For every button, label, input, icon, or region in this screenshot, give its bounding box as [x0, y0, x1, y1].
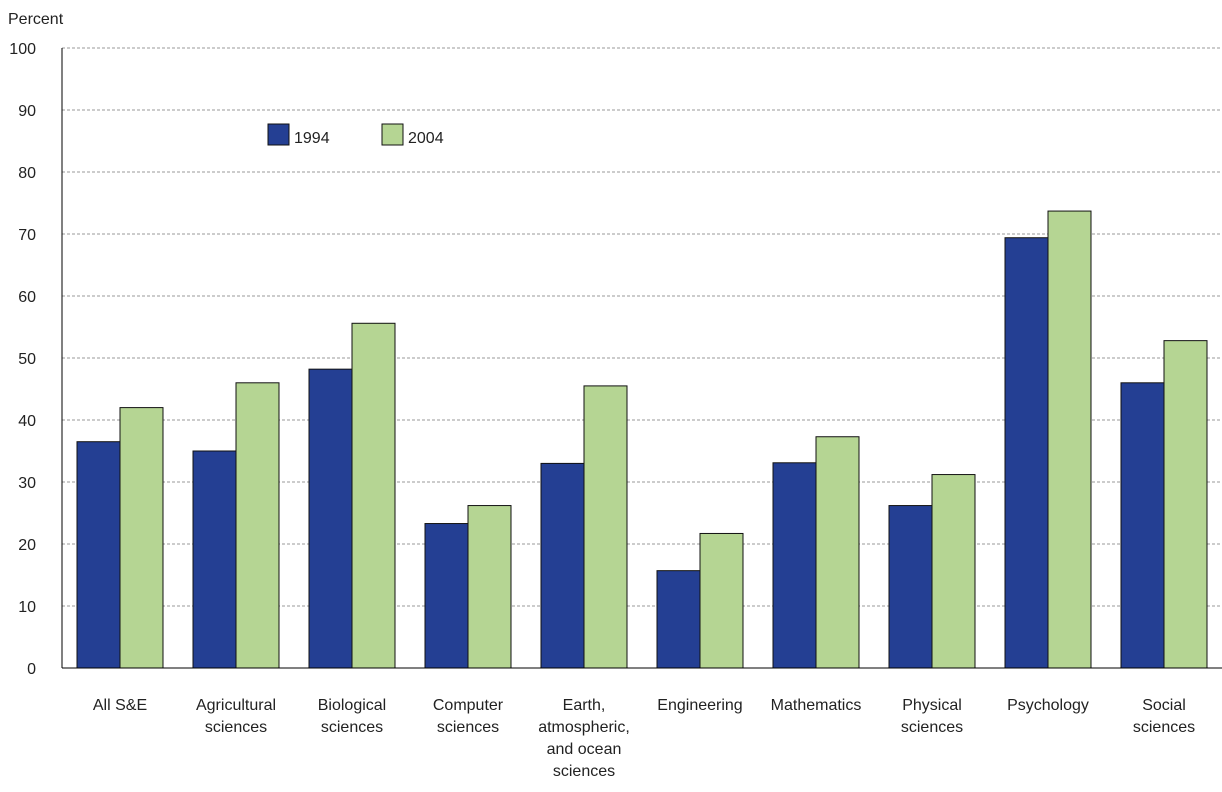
bar-1994 — [308, 368, 353, 669]
y-tick-label: 20 — [18, 537, 36, 554]
bar-1994 — [772, 462, 817, 669]
bar-1994 — [888, 505, 933, 669]
bar-1994 — [1120, 382, 1165, 669]
y-tick-label: 10 — [18, 599, 36, 616]
legend-swatch-1994 — [267, 123, 290, 146]
legend: 1994 2004 — [267, 123, 444, 147]
category-labels: All S&E Agricultural sciences Biological sci… — [93, 697, 1195, 780]
category-label: Psychology — [1007, 697, 1089, 714]
axes — [61, 48, 1222, 669]
y-tick-label: 30 — [18, 475, 36, 492]
bar-2004 — [815, 436, 860, 669]
bar-2004 — [1163, 340, 1208, 669]
bar-2004 — [235, 382, 280, 669]
bar-2004 — [119, 407, 164, 669]
bar-1994 — [1004, 237, 1049, 669]
legend-label-2004: 2004 — [408, 130, 444, 147]
bar-1994 — [540, 462, 585, 669]
category-label: Engineering — [657, 697, 742, 714]
bar-1994 — [192, 450, 237, 669]
category-label: Social sciences — [1133, 697, 1195, 736]
category-label: Agricultural sciences — [196, 697, 276, 736]
y-tick-label: 40 — [18, 413, 36, 430]
category-label: Computer sciences — [433, 697, 504, 736]
category-label: Earth, atmospheric, and ocean sciences — [538, 697, 630, 780]
bar-2004 — [1047, 210, 1092, 669]
y-tick-label: 100 — [9, 41, 36, 58]
category-label: Mathematics — [771, 697, 862, 714]
bar-1994 — [76, 441, 121, 669]
bar-2004 — [351, 322, 396, 669]
bars — [76, 210, 1208, 669]
category-label: All S&E — [93, 697, 147, 714]
legend-label-1994: 1994 — [294, 130, 330, 147]
y-tick-label: 50 — [18, 351, 36, 368]
category-label: Biological sciences — [318, 697, 386, 736]
y-tick-label: 70 — [18, 227, 36, 244]
bar-1994 — [424, 523, 469, 669]
bar-2004 — [931, 474, 976, 669]
y-tick-label: 0 — [27, 661, 36, 678]
y-tick-label: 60 — [18, 289, 36, 306]
bar-2004 — [583, 385, 628, 669]
bar-2004 — [467, 505, 512, 669]
legend-swatch-2004 — [381, 123, 404, 146]
y-tick-labels: 0 10 20 30 40 50 60 70 80 90 100 — [9, 41, 36, 678]
y-tick-label: 80 — [18, 165, 36, 182]
bar-2004 — [699, 532, 744, 669]
y-tick-label: 90 — [18, 103, 36, 120]
category-label: Physical sciences — [901, 697, 963, 736]
y-axis-label: Percent — [8, 11, 64, 28]
bar-1994 — [656, 570, 701, 669]
